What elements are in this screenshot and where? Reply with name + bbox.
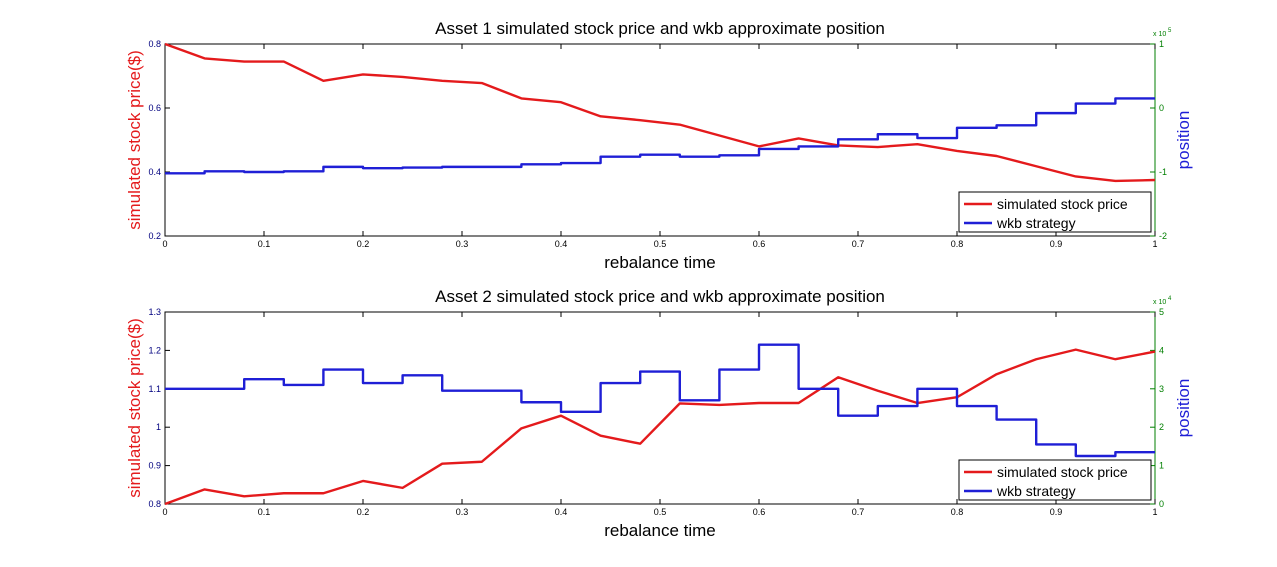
y-right-tick-label: 4 — [1159, 345, 1164, 355]
y-left-tick-label: 0.8 — [148, 39, 161, 49]
x-tick-label: 1 — [1152, 239, 1157, 249]
chart-title: Asset 1 simulated stock price and wkb ap… — [435, 19, 885, 38]
x-tick-label: 0.3 — [456, 239, 469, 249]
y-axis-label-left: simulated stock price($) — [125, 318, 144, 498]
y-right-tick-label: -1 — [1159, 167, 1167, 177]
x-tick-label: 0.8 — [951, 239, 964, 249]
y-left-tick-label: 1.1 — [148, 384, 161, 394]
y-right-tick-label: 5 — [1159, 307, 1164, 317]
chart-1: 0 0.1 0.2 0.3 0.4 0.5 0.6 0.7 0.8 0.9 1 0.2 0.4 0.6 0.… — [125, 19, 1193, 272]
right-axis-exponent: x 10 — [1153, 299, 1166, 306]
x-tick-label: 0.6 — [753, 507, 766, 517]
series-line-stock-price — [164, 348, 1156, 506]
x-tick-label: 0.4 — [555, 239, 568, 249]
x-tick-label: 0.5 — [654, 239, 667, 249]
y-left-tick-label: 0.8 — [148, 499, 161, 509]
y-left-tick-label: 1 — [156, 422, 161, 432]
x-tick-label: 0.3 — [456, 507, 469, 517]
right-axis-exponent-power: 4 — [1168, 296, 1172, 302]
y-right-tick-label: 0 — [1159, 499, 1164, 509]
legend-entry-label: wkb strategy — [996, 483, 1076, 499]
legend: simulated stock price wkb strategy — [958, 459, 1152, 501]
x-tick-label: 0.1 — [258, 239, 271, 249]
series-line-wkb-strategy — [165, 97, 1155, 175]
y-right-tick-label: 1 — [1159, 39, 1164, 49]
x-tick-label: 0 — [162, 239, 167, 249]
right-axis-exponent: x 10 — [1153, 31, 1166, 38]
x-tick-label: 0 — [162, 507, 167, 517]
x-tick-label: 0.7 — [852, 507, 865, 517]
legend-entry-label: simulated stock price — [997, 196, 1128, 212]
y-axis-label-right: position — [1174, 379, 1193, 438]
x-tick-label: 1 — [1152, 507, 1157, 517]
x-tick-label: 0.4 — [555, 507, 568, 517]
legend-entry-label: simulated stock price — [997, 464, 1128, 480]
x-tick-label: 0.2 — [357, 239, 370, 249]
y-left-tick-label: 1.3 — [148, 307, 161, 317]
legend-box — [958, 459, 1152, 501]
x-tick-label: 0.6 — [753, 239, 766, 249]
series-line-stock-price — [164, 42, 1156, 183]
y-left-tick-label: 0.4 — [148, 167, 161, 177]
chart-title: Asset 2 simulated stock price and wkb ap… — [435, 287, 885, 306]
right-axis-exponent-power: 5 — [1168, 28, 1172, 34]
x-tick-label: 0.2 — [357, 507, 370, 517]
x-axis-label: rebalance time — [604, 253, 716, 272]
y-right-tick-label: 0 — [1159, 103, 1164, 113]
y-left-tick-label: 0.2 — [148, 231, 161, 241]
x-tick-label: 0.7 — [852, 239, 865, 249]
x-axis-label: rebalance time — [604, 521, 716, 540]
x-tick-label: 0.5 — [654, 507, 667, 517]
y-left-tick-label: 1.2 — [148, 345, 161, 355]
series-line-wkb-strategy — [165, 343, 1155, 458]
y-right-tick-label: 3 — [1159, 384, 1164, 394]
legend-entry-label: wkb strategy — [996, 215, 1076, 231]
x-tick-label: 0.9 — [1050, 507, 1063, 517]
chart-2: 0 0.1 0.2 0.3 0.4 0.5 0.6 0.7 0.8 0.9 1 0.8 0.9 1 1.1 1… — [125, 287, 1193, 540]
x-tick-label: 0.8 — [951, 507, 964, 517]
y-left-tick-label: 0.9 — [148, 461, 161, 471]
y-right-tick-label: 1 — [1159, 461, 1164, 471]
legend: simulated stock price wkb strategy — [958, 191, 1152, 233]
y-left-tick-label: 0.6 — [148, 103, 161, 113]
y-right-tick-label: 2 — [1159, 422, 1164, 432]
y-axis-label-right: position — [1174, 111, 1193, 170]
legend-box — [958, 191, 1152, 233]
x-tick-label: 0.9 — [1050, 239, 1063, 249]
y-right-tick-label: -2 — [1159, 231, 1167, 241]
y-axis-label-left: simulated stock price($) — [125, 50, 144, 230]
x-tick-label: 0.1 — [258, 507, 271, 517]
